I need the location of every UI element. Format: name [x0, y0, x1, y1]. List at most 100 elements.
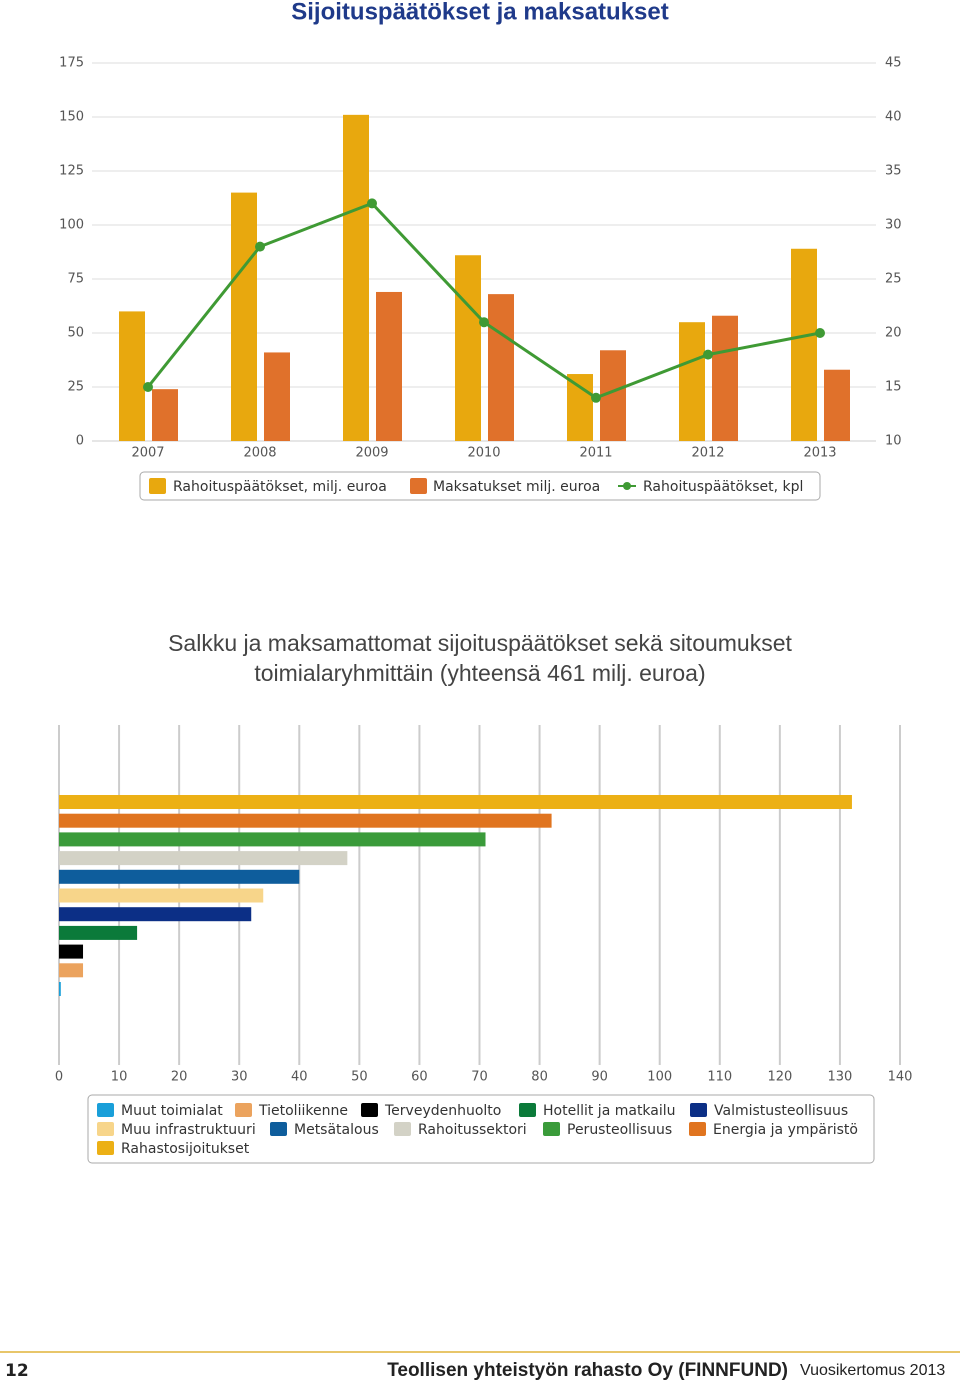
- bar: [264, 352, 290, 441]
- legend-label: Muu infrastruktuuri: [121, 1122, 256, 1138]
- y-tick-label: 50: [67, 326, 84, 341]
- bar: [343, 114, 369, 441]
- point: [367, 198, 377, 209]
- x-tick-label: 100: [647, 1070, 672, 1085]
- legend-label: Hotellit ja matkailu: [543, 1103, 676, 1119]
- x-tick-label: 2010: [467, 446, 500, 461]
- legend-label: Metsätalous: [294, 1122, 379, 1138]
- point: [479, 317, 489, 328]
- bar: [59, 907, 252, 922]
- legend-box: [139, 471, 821, 501]
- x-tick-label: 0: [55, 1070, 63, 1085]
- footer-report: Vuosikertomus 2013: [800, 1362, 945, 1379]
- point: [591, 392, 601, 403]
- bar: [59, 888, 264, 903]
- y2-tick-label: 30: [885, 218, 902, 233]
- x-tick-label: 120: [767, 1070, 792, 1085]
- chart-title: Sijoituspäätökset ja maksatukset: [291, 0, 668, 25]
- y2-tick-label: 20: [885, 326, 902, 341]
- bar: [59, 851, 348, 866]
- bar: [59, 832, 486, 847]
- legend-label: Valmistusteollisuus: [714, 1103, 848, 1119]
- legend-label: Rahastosijoitukset: [121, 1141, 250, 1157]
- legend-label: Maksatukset milj. euroa: [433, 479, 600, 495]
- x-tick-label: 130: [828, 1070, 853, 1085]
- bar: [59, 813, 552, 828]
- legend-swatch: [97, 1103, 114, 1117]
- legend-swatch: [623, 482, 631, 490]
- bar: [488, 294, 514, 441]
- point: [815, 328, 825, 338]
- bar: [59, 944, 84, 959]
- x-tick-label: 40: [291, 1070, 308, 1085]
- bar: [679, 322, 705, 441]
- y2-tick-label: 25: [885, 272, 902, 287]
- page-number: 12: [5, 1361, 29, 1381]
- x-tick-label: 2009: [355, 446, 388, 461]
- x-tick-label: 20: [171, 1070, 188, 1085]
- footer-company: Teollisen yhteistyön rahasto Oy (FINNFUN…: [387, 1360, 788, 1381]
- legend-swatch: [97, 1122, 114, 1136]
- point: [703, 349, 713, 360]
- point: [143, 382, 153, 392]
- x-tick-label: 30: [231, 1070, 248, 1085]
- x-tick-label: 2012: [691, 446, 724, 461]
- x-tick-label: 90: [591, 1070, 608, 1085]
- legend-swatch: [361, 1103, 378, 1117]
- x-tick-label: 2013: [803, 446, 836, 461]
- bar: [59, 869, 300, 884]
- legend-swatch: [149, 478, 166, 494]
- bar: [119, 311, 145, 441]
- y-tick-label: 175: [59, 56, 84, 71]
- bar: [824, 369, 850, 441]
- bar: [59, 925, 138, 940]
- y-tick-label: 150: [59, 110, 84, 125]
- legend-swatch: [689, 1122, 706, 1136]
- bar: [455, 255, 481, 441]
- legend-swatch: [394, 1122, 411, 1136]
- legend-label: Rahoitussektori: [418, 1122, 527, 1138]
- legend-swatch: [543, 1122, 560, 1136]
- x-tick-label: 80: [531, 1070, 548, 1085]
- bar: [567, 374, 593, 441]
- y-tick-label: 75: [67, 272, 84, 287]
- legend-swatch: [690, 1103, 707, 1117]
- y-tick-label: 25: [67, 380, 84, 395]
- legend-label: Terveydenhuolto: [384, 1103, 501, 1119]
- y-tick-label: 100: [59, 218, 84, 233]
- bar: [791, 248, 817, 441]
- y-tick-label: 0: [76, 434, 84, 449]
- bar: [376, 291, 402, 441]
- legend-label: Muut toimialat: [121, 1103, 223, 1119]
- y-tick-label: 125: [59, 164, 84, 179]
- legend-swatch: [410, 478, 427, 494]
- bar: [712, 315, 738, 441]
- y2-tick-label: 40: [885, 110, 902, 125]
- chart-title: Salkku ja maksamattomat sijoituspäätökse…: [168, 630, 792, 686]
- bar: [231, 192, 257, 441]
- y2-tick-label: 35: [885, 164, 902, 179]
- x-tick-label: 10: [111, 1070, 128, 1085]
- y2-tick-label: 10: [885, 434, 902, 449]
- legend-label: Tietoliikenne: [258, 1103, 348, 1119]
- x-tick-label: 70: [471, 1070, 488, 1085]
- bar: [59, 795, 852, 809]
- point: [255, 241, 265, 252]
- bar: [152, 389, 178, 441]
- legend-swatch: [97, 1141, 114, 1155]
- legend-swatch: [270, 1122, 287, 1136]
- x-tick-label: 2011: [579, 446, 612, 461]
- y2-tick-label: 45: [885, 56, 902, 71]
- x-tick-label: 110: [707, 1070, 732, 1085]
- legend-label: Rahoituspäätökset, kpl: [643, 479, 803, 495]
- x-tick-label: 2008: [243, 446, 276, 461]
- legend-swatch: [519, 1103, 536, 1117]
- legend-label: Energia ja ympäristö: [713, 1122, 858, 1138]
- bar: [59, 982, 61, 996]
- legend-label: Rahoituspäätökset, milj. euroa: [173, 479, 387, 495]
- legend-box: [87, 1094, 875, 1164]
- legend-swatch: [235, 1103, 252, 1117]
- legend-label: Perusteollisuus: [567, 1122, 672, 1138]
- y2-tick-label: 15: [885, 380, 902, 395]
